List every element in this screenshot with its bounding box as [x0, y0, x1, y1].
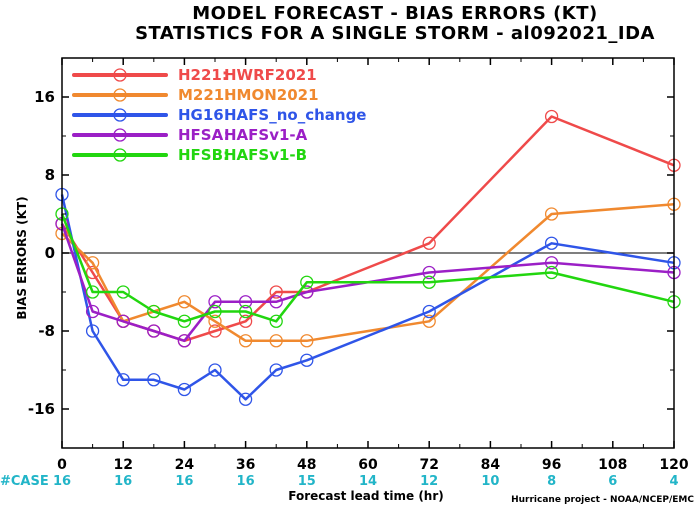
x-tick-label: 60: [358, 457, 378, 473]
data-point-3-2: [116, 314, 130, 328]
case-count: 8: [547, 474, 556, 489]
legend-name-1: M221:: [178, 86, 230, 104]
data-point-3-8: [300, 285, 314, 299]
y-tick-label: 0: [45, 244, 55, 262]
data-point-4-3: [147, 304, 161, 319]
data-point-2-2: [116, 373, 130, 387]
data-point-2-4: [177, 382, 192, 397]
legend-marker-1: [113, 88, 127, 102]
data-point-1-8: [300, 334, 314, 348]
chart-title: MODEL FORECAST - BIAS ERRORS (KT): [192, 3, 598, 24]
case-count: 4: [669, 474, 678, 489]
data-point-2-6: [238, 392, 253, 406]
data-point-0-9: [422, 236, 436, 250]
data-point-4-9: [422, 275, 436, 289]
x-tick-label: 12: [113, 457, 132, 473]
data-point-2-9: [422, 304, 436, 319]
data-point-0-6: [238, 314, 253, 328]
data-point-1-10: [544, 207, 559, 221]
data-point-4-10: [544, 265, 559, 280]
series-line-4: [60, 213, 675, 323]
case-count: 10: [481, 474, 499, 489]
legend-marker-4: [113, 148, 127, 162]
y-tick-label: 8: [45, 166, 55, 184]
data-point-1-9: [422, 314, 436, 328]
data-point-0-5: [208, 324, 222, 338]
legend-label-1: HMON2021: [224, 86, 319, 104]
y-tick-label: 16: [34, 88, 55, 106]
legend-label-3: HAFSv1-A: [224, 126, 308, 144]
data-point-3-10: [544, 256, 559, 270]
data-point-3-6: [238, 295, 253, 309]
y-tick-label: -8: [38, 322, 55, 340]
case-count: 15: [298, 474, 316, 489]
case-count: 16: [114, 474, 132, 489]
data-point-2-5: [208, 363, 222, 377]
case-count: 16: [237, 474, 255, 489]
data-point-4-2: [116, 285, 130, 299]
data-point-4-7: [269, 314, 283, 328]
x-tick-label: 0: [57, 457, 67, 473]
data-point-2-8: [300, 353, 314, 367]
series-line-3: [60, 223, 675, 343]
data-point-1-7: [269, 334, 283, 348]
legend-label-4: HAFSv1-B: [224, 146, 307, 164]
legend-marker-3: [113, 128, 127, 142]
data-point-2-3: [147, 373, 161, 387]
data-point-3-4: [177, 334, 192, 348]
x-tick-label: 72: [419, 457, 438, 473]
data-point-4-5: [208, 304, 222, 319]
data-point-4-6: [238, 304, 253, 319]
data-point-3-5: [208, 295, 222, 309]
case-count: 16: [175, 474, 193, 489]
y-tick-label: -16: [28, 400, 55, 418]
legend-name-4: HFSB:: [178, 146, 229, 164]
case-count: 12: [420, 474, 438, 489]
legend-marker-0: [113, 68, 127, 82]
data-point-4-1: [85, 285, 100, 299]
x-tick-label: 108: [598, 457, 627, 473]
data-point-1-6: [238, 334, 253, 348]
data-point-2-1: [85, 324, 100, 338]
data-point-1-5: [208, 314, 222, 328]
data-point-4-8: [300, 275, 314, 289]
data-point-4-4: [177, 314, 192, 328]
data-point-1-4: [177, 295, 192, 309]
legend-name-3: HFSA:: [178, 126, 230, 144]
y-axis-label: BIAS ERRORS (KT): [15, 196, 29, 319]
credit-text: Hurricane project - NOAA/NCEP/EMC: [511, 495, 694, 505]
x-tick-label: 48: [297, 457, 316, 473]
case-count: 16: [53, 474, 71, 489]
series-line-1: [61, 203, 675, 343]
data-point-0-10: [544, 109, 559, 124]
x-tick-label: 84: [481, 457, 501, 473]
case-count: 6: [608, 474, 617, 489]
chart-subtitle: STATISTICS FOR A SINGLE STORM - al092021…: [135, 23, 655, 44]
series-line-0: [60, 115, 675, 343]
x-axis-label: Forecast lead time (hr): [288, 489, 444, 503]
x-tick-label: 96: [542, 457, 561, 473]
x-tick-label: 24: [175, 457, 195, 473]
legend-label-0: HWRF2021: [224, 66, 317, 84]
legend-marker-2: [113, 108, 127, 122]
legend-name-0: H221:: [178, 66, 228, 84]
legend-name-2: HG16:: [178, 106, 230, 124]
data-point-3-7: [269, 295, 283, 309]
legend-label-2: HAFS_no_change: [224, 106, 366, 124]
x-tick-label: 36: [236, 457, 255, 473]
case-label: #CASE: [0, 474, 49, 489]
case-count: 14: [359, 474, 377, 489]
data-point-3-3: [147, 324, 161, 338]
x-tick-label: 120: [659, 457, 688, 473]
data-point-1-1: [85, 256, 100, 270]
data-point-2-10: [544, 236, 559, 250]
data-point-3-1: [85, 304, 100, 319]
series-line-2: [60, 194, 675, 401]
data-point-2-7: [269, 363, 283, 377]
data-point-0-7: [269, 285, 283, 299]
data-point-3-9: [422, 265, 436, 280]
